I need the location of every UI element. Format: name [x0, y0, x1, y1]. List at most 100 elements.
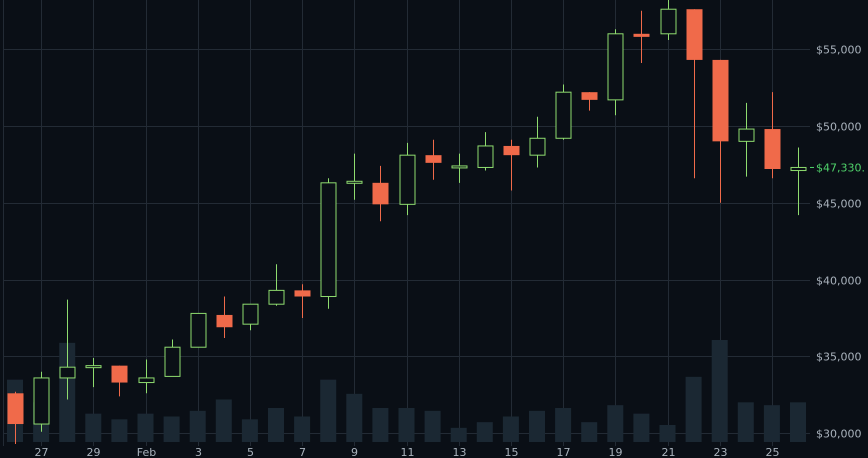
candle-body: [372, 182, 389, 205]
volume-bar: [633, 413, 650, 442]
volume-bar: [398, 408, 415, 442]
candle-down: [503, 139, 520, 191]
volume-bar: [763, 405, 780, 442]
y-tick-label: $55,000: [816, 44, 862, 57]
candle-body: [33, 377, 50, 425]
candle-up: [320, 178, 337, 309]
candle-up: [555, 84, 572, 140]
candle-up: [477, 132, 494, 171]
candle-up: [190, 312, 207, 348]
volume-bar: [163, 416, 180, 442]
candle-body: [633, 33, 650, 37]
candle-body: [790, 166, 807, 172]
candle-up: [268, 264, 285, 306]
candle-down: [764, 92, 781, 179]
candle-body: [294, 290, 311, 297]
candle-body: [686, 9, 703, 60]
candle-body: [529, 137, 546, 156]
candle-up: [738, 102, 755, 177]
x-tick-label: 27: [35, 446, 49, 458]
x-tick-label: 15: [505, 446, 519, 458]
candle-down: [7, 391, 24, 444]
candle-body: [346, 180, 363, 184]
candle-body: [607, 33, 624, 101]
candle-down: [294, 284, 311, 319]
candle-up: [59, 299, 76, 400]
candle-body: [59, 366, 76, 379]
candle-body: [111, 365, 128, 383]
y-tick-label: $40,000: [816, 275, 862, 288]
candle-body: [242, 303, 259, 325]
x-tick-label: 19: [609, 446, 623, 458]
y-tick-label: $30,000: [816, 428, 862, 441]
candle-down: [581, 92, 598, 111]
volume-bar: [737, 402, 754, 442]
candle-body: [712, 59, 729, 142]
candle-down: [425, 139, 442, 180]
x-tick-label: 7: [299, 446, 306, 458]
volume-bar: [189, 410, 206, 442]
volume-bar: [607, 405, 624, 442]
y-tick-label: $35,000: [816, 351, 862, 364]
candle-up: [346, 153, 363, 200]
candle-up: [790, 147, 807, 216]
volume-bar: [476, 422, 493, 442]
candle-body: [268, 289, 285, 305]
x-tick-label: 11: [401, 446, 415, 458]
x-tick-label: 21: [662, 446, 676, 458]
volume-bar: [111, 419, 128, 442]
volume-bar: [659, 425, 676, 442]
candle-body: [216, 314, 233, 328]
candle-body: [7, 393, 24, 425]
x-tick-label: 29: [87, 446, 101, 458]
candle-up: [242, 303, 259, 331]
candle-up: [164, 339, 181, 377]
volume-bar: [372, 408, 389, 442]
x-tick-label: 23: [714, 446, 728, 458]
candle-up: [607, 29, 624, 116]
candle-body: [738, 128, 755, 142]
last-price-marker: $47,330.: [810, 161, 865, 174]
candle-body: [138, 377, 155, 384]
candle-up: [138, 359, 155, 394]
candle-down: [686, 9, 703, 179]
y-axis: $30,000 $35,000 $40,000 $45,000 $50,000 $55,0…: [816, 44, 862, 441]
candle-body: [190, 312, 207, 348]
candle-up: [529, 116, 546, 168]
candles: [7, 0, 807, 444]
volume-bar: [137, 413, 154, 442]
candle-body: [503, 145, 520, 156]
volume-bar: [320, 379, 337, 442]
candle-down: [712, 59, 729, 203]
candle-body: [85, 365, 102, 369]
grid-lines: [3, 0, 810, 446]
y-tick-label: $45,000: [816, 198, 862, 211]
candle-body: [555, 91, 572, 139]
volume-bar: [529, 410, 545, 442]
volume-bar: [555, 408, 572, 442]
volume-bar: [790, 402, 806, 442]
volume-bar: [346, 393, 363, 442]
x-axis: 27 29 Feb 3 5 7 9 11 13 15 17 19 21 23 25: [35, 446, 780, 458]
volume-bar: [450, 427, 467, 442]
volume-bar: [502, 416, 519, 442]
volume-bar: [294, 416, 311, 442]
last-price-label: $47,330.: [816, 161, 865, 174]
candle-body: [425, 155, 442, 163]
candle-down: [633, 10, 650, 63]
candle-up: [660, 0, 677, 40]
candle-body: [477, 145, 494, 168]
volume-bar: [268, 408, 284, 442]
x-tick-label: 25: [766, 446, 780, 458]
candle-body: [164, 346, 181, 377]
x-tick-label: 13: [453, 446, 467, 458]
x-tick-label: 5: [247, 446, 254, 458]
candle-up: [33, 371, 50, 432]
candle-body: [660, 8, 677, 35]
candle-down: [111, 365, 128, 397]
volume-bar: [711, 340, 728, 442]
candle-up: [451, 153, 468, 183]
volume-bar: [424, 410, 441, 442]
